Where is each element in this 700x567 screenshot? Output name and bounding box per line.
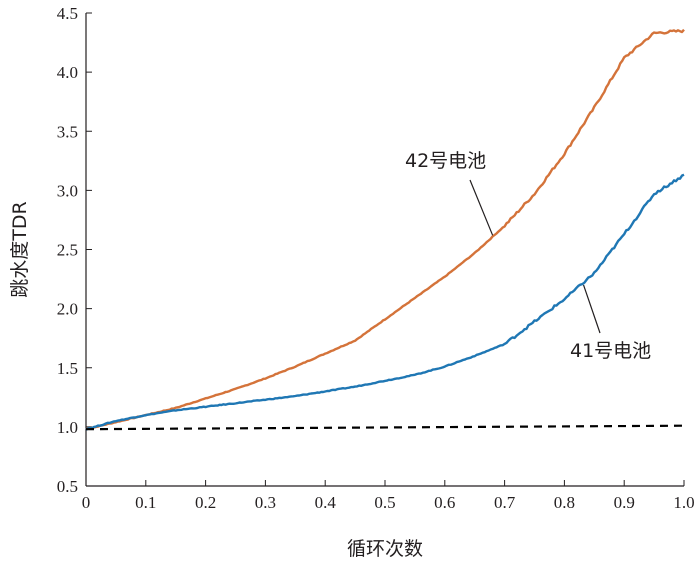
y-ticks: 0.5 1.0 1.5 2.0 2.5 3.0 3.5 4.0 4.5 (57, 4, 92, 496)
reference-dashed-line (85, 424, 685, 431)
y-tick-label: 1.0 (57, 418, 78, 437)
x-tick-label: 0.3 (255, 493, 276, 512)
annotation-label: 41号电池 (570, 340, 651, 362)
x-tick-label: 0.9 (614, 493, 635, 512)
x-tick-label: 0.4 (315, 493, 337, 512)
y-tick-label: 0.5 (57, 477, 78, 496)
annotation-leader-line (469, 179, 494, 236)
x-tick-label: 0.1 (135, 493, 156, 512)
series-line-2 (85, 173, 685, 431)
x-tick-label: 0.5 (374, 493, 395, 512)
x-axis-label: 循环次数 (347, 538, 423, 560)
annotations: 42号电池 41号电池 (405, 150, 651, 362)
y-tick-label: 2.0 (57, 300, 78, 319)
y-tick-label: 1.5 (57, 359, 78, 378)
x-ticks: 0 0.1 0.2 0.3 0.4 0.5 0.6 0.7 0.8 0.9 1.0 (82, 480, 695, 512)
y-tick-label: 4.5 (57, 4, 78, 23)
series-group (85, 28, 685, 431)
x-tick-label: 0.6 (434, 493, 455, 512)
y-tick-label: 3.5 (57, 122, 78, 141)
x-tick-label: 0.8 (554, 493, 575, 512)
y-axis-label: 跳水度TDR (9, 201, 31, 297)
annotation-leader-line (582, 284, 601, 334)
axes (85, 13, 684, 487)
y-tick-label: 4.0 (57, 63, 78, 82)
x-tick-label: 0 (82, 493, 91, 512)
y-tick-label: 3.0 (57, 181, 78, 200)
x-tick-label: 1.0 (673, 493, 694, 512)
x-tick-label: 0.2 (195, 493, 216, 512)
x-tick-label: 0.7 (494, 493, 516, 512)
y-tick-label: 2.5 (57, 241, 78, 260)
annotation-label: 42号电池 (405, 150, 486, 172)
series-line-1 (85, 28, 685, 431)
